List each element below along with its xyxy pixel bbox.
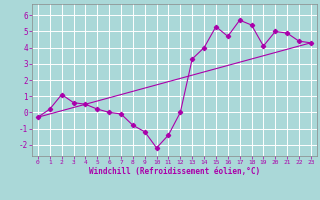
X-axis label: Windchill (Refroidissement éolien,°C): Windchill (Refroidissement éolien,°C) [89,167,260,176]
